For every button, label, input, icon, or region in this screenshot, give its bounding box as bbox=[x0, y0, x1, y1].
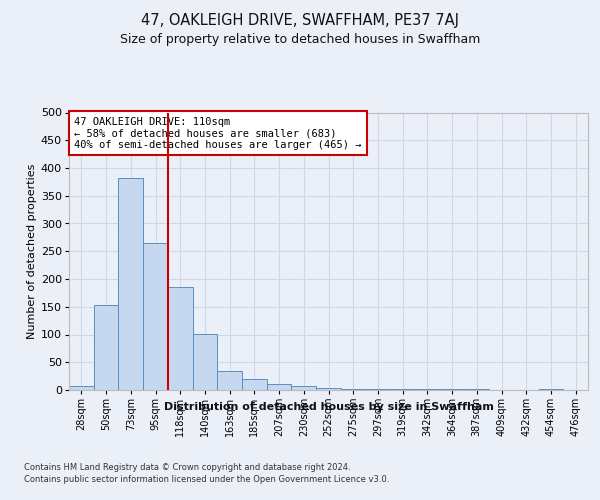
Bar bbox=[316, 388, 341, 390]
Y-axis label: Number of detached properties: Number of detached properties bbox=[27, 164, 37, 339]
Bar bbox=[267, 384, 292, 390]
Bar bbox=[94, 305, 118, 390]
Text: 47, OAKLEIGH DRIVE, SWAFFHAM, PE37 7AJ: 47, OAKLEIGH DRIVE, SWAFFHAM, PE37 7AJ bbox=[141, 12, 459, 28]
Bar bbox=[69, 386, 94, 390]
Text: Contains HM Land Registry data © Crown copyright and database right 2024.: Contains HM Land Registry data © Crown c… bbox=[24, 462, 350, 471]
Bar bbox=[341, 389, 365, 390]
Bar bbox=[242, 379, 267, 390]
Bar bbox=[217, 370, 242, 390]
Text: Size of property relative to detached houses in Swaffham: Size of property relative to detached ho… bbox=[120, 32, 480, 46]
Bar bbox=[118, 178, 143, 390]
Text: Contains public sector information licensed under the Open Government Licence v3: Contains public sector information licen… bbox=[24, 475, 389, 484]
Bar bbox=[168, 288, 193, 390]
Bar bbox=[193, 334, 217, 390]
Bar bbox=[143, 243, 168, 390]
Text: 47 OAKLEIGH DRIVE: 110sqm
← 58% of detached houses are smaller (683)
40% of semi: 47 OAKLEIGH DRIVE: 110sqm ← 58% of detac… bbox=[74, 116, 362, 150]
Bar bbox=[365, 389, 390, 390]
Text: Distribution of detached houses by size in Swaffham: Distribution of detached houses by size … bbox=[164, 402, 494, 412]
Bar bbox=[292, 386, 316, 390]
